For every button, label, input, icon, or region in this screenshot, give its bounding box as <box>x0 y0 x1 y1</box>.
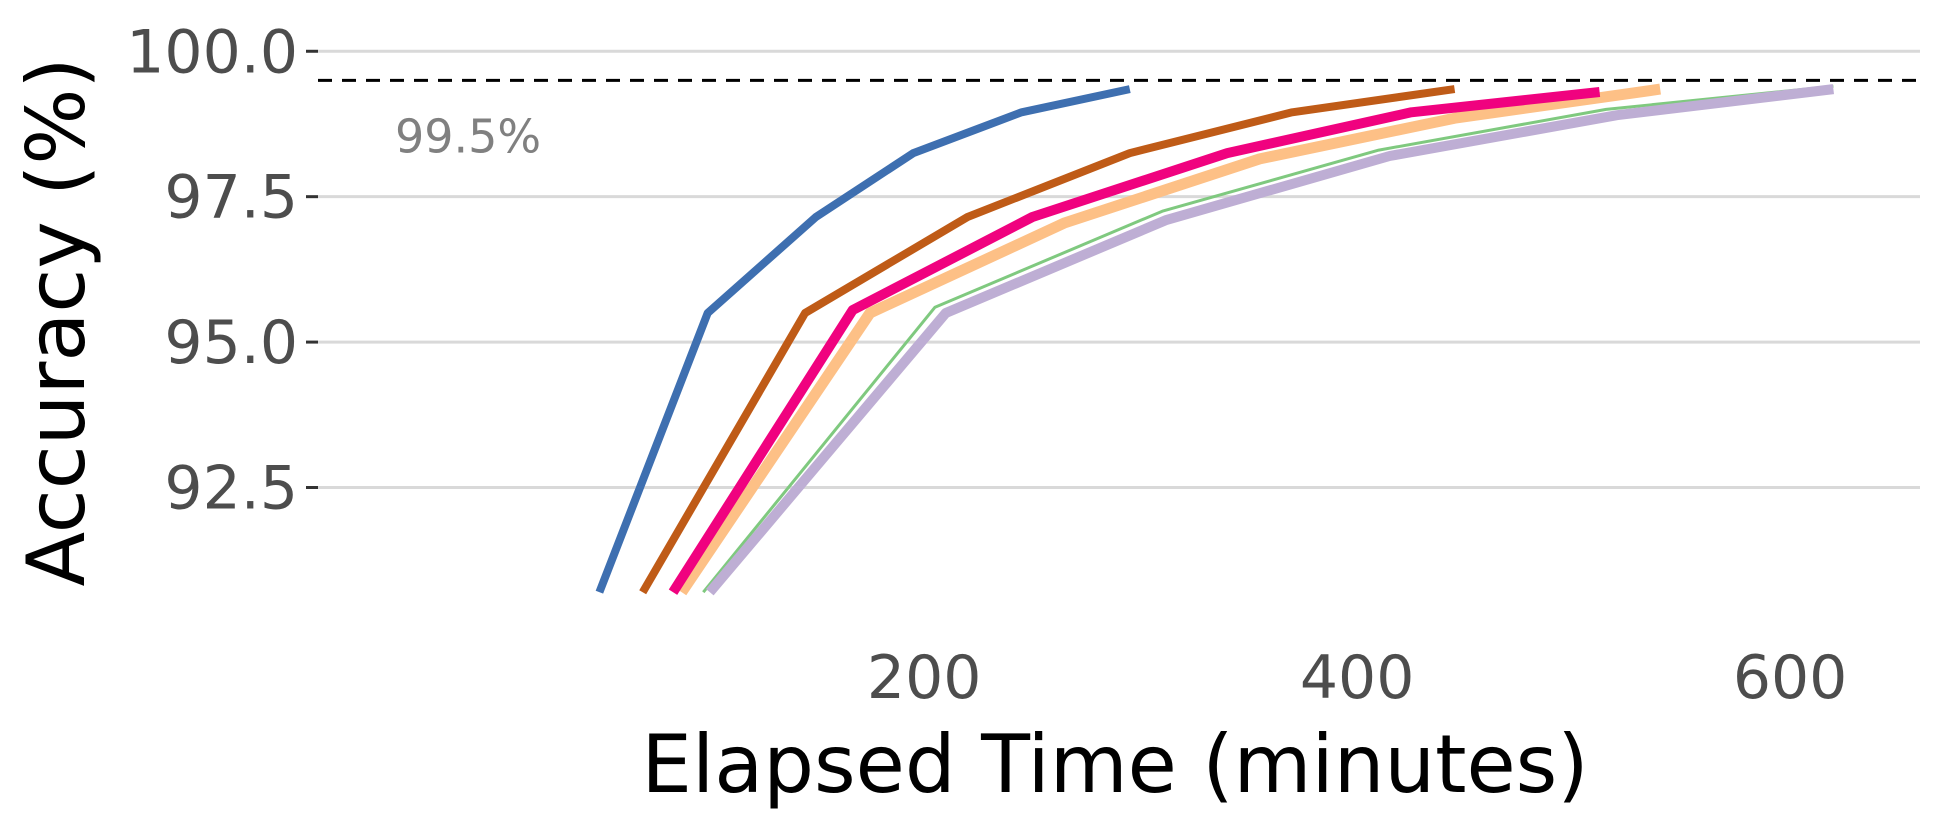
y-axis-title: Accuracy (%) <box>10 57 103 586</box>
y-tick-label: 100.0 <box>126 17 298 87</box>
series-line-1 <box>595 85 1131 594</box>
reference-layer: 99.5% <box>318 78 1920 163</box>
y-tick-label: 97.5 <box>164 163 298 233</box>
x-axis-title: Elapsed Time (minutes) <box>641 718 1588 811</box>
series-line-2 <box>639 85 1456 595</box>
series-line-4 <box>668 87 1601 595</box>
series-layer <box>595 83 1834 596</box>
x-tick-label: 200 <box>867 643 982 713</box>
y-tick-label: 95.0 <box>164 308 298 378</box>
axis-layer: 92.5 95.0 97.5 100.0 200 400 600 <box>126 17 1847 713</box>
series-line-5 <box>702 84 1834 594</box>
grid-layer <box>318 49 1920 489</box>
reference-line-label: 99.5% <box>395 109 541 163</box>
series-line-6 <box>705 84 1834 596</box>
y-tick-label: 92.5 <box>164 453 298 523</box>
x-tick-label: 400 <box>1300 643 1415 713</box>
series-line-3 <box>677 83 1661 596</box>
x-tick-label: 600 <box>1733 643 1848 713</box>
